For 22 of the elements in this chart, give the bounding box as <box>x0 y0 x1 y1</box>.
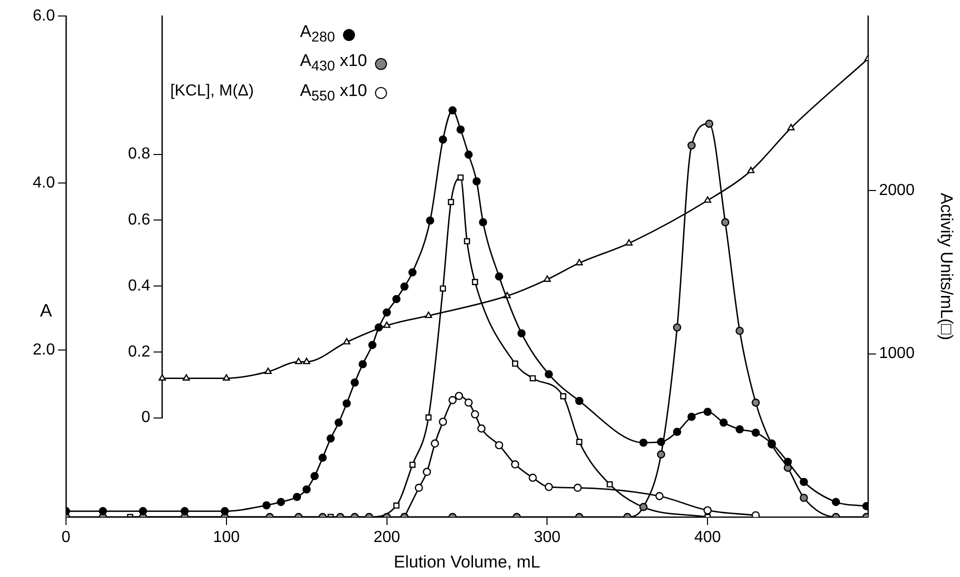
y3-tick-label: 0.6 <box>128 212 150 229</box>
x-tick-label: 0 <box>62 529 71 546</box>
y-tick-label: 2.0 <box>32 341 56 358</box>
legend-label: A$_{430}$ x10 <box>300 50 368 77</box>
y3-tick-label: 0 <box>141 409 150 426</box>
x-tick-label: 100 <box>213 529 240 546</box>
y3-tick-label: 0.2 <box>128 343 150 360</box>
y-axis-title: A <box>40 300 52 320</box>
y-tick-label: 4.0 <box>32 174 56 192</box>
y2-tick-label: 1000 <box>879 345 915 362</box>
y3-tick-label: 0.4 <box>128 277 150 294</box>
y3-tick-label: 0.8 <box>128 146 150 163</box>
y3-axis-title: [KCL], M(Δ) <box>170 82 254 100</box>
x-axis-title: Elution Volume, mL <box>394 552 540 572</box>
legend-label: A$_{280}$ <box>300 21 335 48</box>
y2-tick-label: 2000 <box>879 182 915 200</box>
x-tick-label: 300 <box>534 529 561 546</box>
legend-label: A$_{550}$ x10 <box>300 80 368 106</box>
y-tick-label: 6.0 <box>32 7 56 24</box>
y2-axis-title: Activity Units/mL(□) <box>937 192 956 340</box>
x-tick-label: 400 <box>694 529 722 546</box>
x-tick-label: 200 <box>373 529 400 546</box>
